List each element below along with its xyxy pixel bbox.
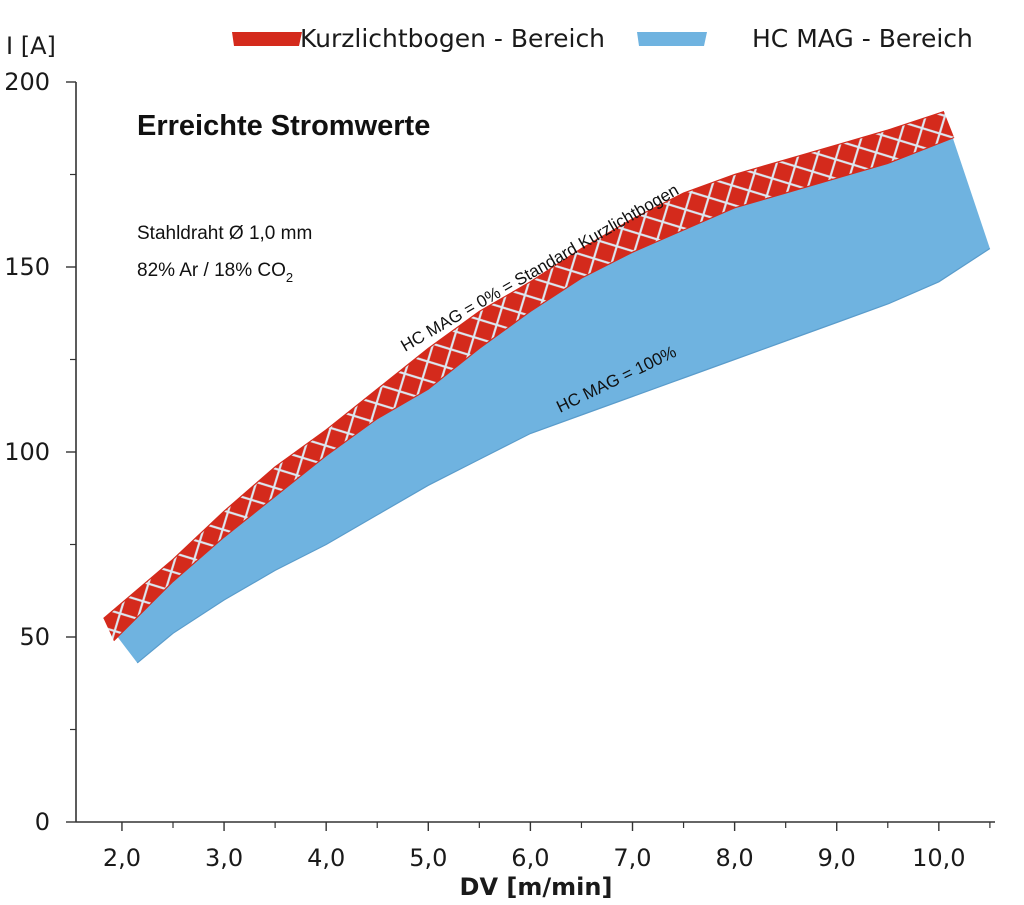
gas-info: 82% Ar / 18% CO2 xyxy=(137,260,293,285)
legend-swatch-hc-mag xyxy=(637,32,707,46)
x-tick-label: 6,0 xyxy=(511,844,549,872)
x-tick-label: 10,0 xyxy=(912,844,965,872)
series-line-2 xyxy=(136,247,991,664)
y-tick-label: 100 xyxy=(4,438,50,466)
wire-info: Stahldraht Ø 1,0 mm xyxy=(137,223,312,244)
y-tick-label: 200 xyxy=(4,68,50,96)
y-tick-label: 150 xyxy=(4,253,50,281)
legend-swatch-kurzlichtbogen xyxy=(232,32,302,46)
series-line-0 xyxy=(103,111,945,619)
series-line-1 xyxy=(113,136,955,642)
x-tick-label: 7,0 xyxy=(613,844,651,872)
x-tick-label: 9,0 xyxy=(818,844,856,872)
gas-info-subscript: 2 xyxy=(286,270,293,285)
y-axis-title: I [A] xyxy=(6,32,56,60)
x-tick-label: 2,0 xyxy=(103,844,141,872)
legend-label-kurzlichtbogen: Kurzlichtbogen - Bereich xyxy=(300,24,605,53)
y-tick-label: 0 xyxy=(35,808,50,836)
chart-title: Erreichte Stromwerte xyxy=(137,110,430,142)
legend: Kurzlichtbogen - Bereich HC MAG - Bereic… xyxy=(232,24,973,53)
x-tick-label: 5,0 xyxy=(409,844,447,872)
x-tick-label: 4,0 xyxy=(307,844,345,872)
x-tick-label: 3,0 xyxy=(205,844,243,872)
x-tick-label: 8,0 xyxy=(716,844,754,872)
y-tick-label: 50 xyxy=(19,623,50,651)
x-axis-title: DV [m/min] xyxy=(460,873,613,901)
kurzlichtbogen-area xyxy=(103,111,955,641)
hc-mag-area xyxy=(103,111,990,663)
legend-label-hc-mag: HC MAG - Bereich xyxy=(752,24,973,53)
